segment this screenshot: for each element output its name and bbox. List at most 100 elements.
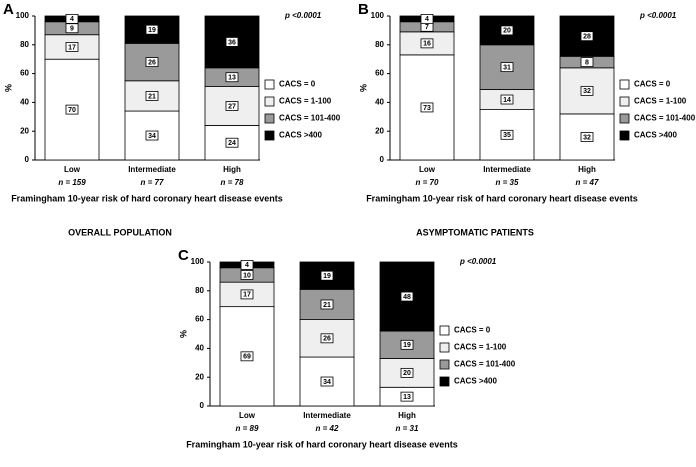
value-label: 31	[503, 64, 511, 71]
x-axis-label: Framingham 10-year risk of hard coronary…	[186, 439, 458, 449]
y-tick-label: 80	[195, 286, 204, 295]
value-label-box	[500, 129, 514, 140]
legend-label: CACS = 0	[454, 326, 491, 335]
y-tick-label: 100	[16, 11, 30, 20]
value-label-box	[500, 94, 514, 105]
value-label-box	[400, 339, 414, 350]
value-label: 4	[425, 16, 429, 23]
legend-swatch	[264, 96, 275, 107]
legend-swatch	[619, 113, 630, 124]
value-label-box	[500, 25, 514, 36]
panel-title: ASYMPTOMATIC PATIENTS	[416, 227, 534, 237]
value-label-box	[65, 13, 79, 24]
x-tick-label: Intermediate	[303, 411, 351, 420]
x-tick-label: High	[578, 165, 596, 174]
value-label: 19	[403, 342, 411, 349]
value-label: 13	[403, 394, 411, 401]
y-tick-label: 20	[375, 126, 384, 135]
value-label-box	[240, 351, 254, 362]
value-label-box	[320, 376, 334, 387]
n-label: n = 89	[236, 424, 259, 433]
value-label: 48	[403, 294, 411, 301]
x-tick-label: Intermediate	[483, 165, 531, 174]
value-label: 10	[243, 272, 251, 279]
value-label: 7	[425, 24, 429, 31]
y-axis-label: %	[178, 330, 188, 338]
legend-label: CACS = 101-400	[279, 114, 341, 123]
value-label: 32	[583, 88, 591, 95]
value-label-box	[580, 85, 594, 96]
p-value: p <0.0001	[459, 257, 497, 266]
n-label: n = 42	[316, 424, 339, 433]
value-label: 34	[323, 379, 331, 386]
value-label: 20	[403, 370, 411, 377]
y-tick-label: 0	[200, 401, 205, 410]
value-label-box	[65, 42, 79, 52]
y-tick-label: 80	[20, 40, 29, 49]
x-tick-label: Low	[64, 165, 81, 174]
y-tick-label: 60	[375, 69, 384, 78]
n-label: n = 77	[141, 178, 164, 187]
value-label: 69	[243, 354, 251, 361]
value-label: 27	[228, 103, 236, 110]
p-value: p <0.0001	[639, 11, 677, 20]
value-label-box	[65, 104, 79, 115]
value-label-box	[580, 57, 594, 67]
legend-label: CACS = 1-100	[279, 97, 332, 106]
legend-label: CACS >400	[279, 131, 322, 140]
n-label: n = 35	[496, 178, 519, 187]
value-label-box	[580, 132, 594, 142]
x-tick-label: Low	[419, 165, 436, 174]
x-axis-label: Framingham 10-year risk of hard coronary…	[11, 193, 283, 203]
value-label-box	[580, 31, 594, 42]
y-tick-label: 40	[20, 98, 29, 107]
x-tick-label: Intermediate	[128, 165, 176, 174]
value-label: 14	[503, 97, 511, 104]
value-label-box	[225, 137, 239, 148]
legend-swatch	[264, 113, 275, 124]
legend-swatch	[619, 79, 630, 90]
value-label: 26	[148, 59, 156, 66]
value-label-box	[500, 62, 514, 73]
x-axis-label: Framingham 10-year risk of hard coronary…	[366, 193, 638, 203]
value-label-box	[240, 289, 254, 300]
value-label-box	[420, 13, 434, 24]
legend-label: CACS >400	[454, 377, 497, 386]
value-label: 19	[148, 27, 156, 34]
value-label-box	[400, 391, 414, 402]
x-tick-label: Low	[239, 411, 256, 420]
panel-label: B	[358, 1, 369, 18]
n-label: n = 70	[416, 178, 439, 187]
legend-swatch	[264, 79, 275, 90]
value-label: 4	[70, 16, 74, 23]
y-tick-label: 20	[195, 372, 204, 381]
value-label-box	[145, 130, 159, 141]
y-tick-label: 0	[380, 155, 385, 164]
legend-swatch	[439, 376, 450, 387]
value-label-box	[225, 101, 239, 111]
value-label: 4	[245, 262, 249, 269]
value-label: 9	[70, 26, 74, 33]
value-label: 34	[148, 133, 156, 140]
n-label: n = 47	[576, 178, 599, 187]
value-label-box	[420, 38, 434, 49]
value-label-box	[145, 57, 159, 67]
y-tick-label: 0	[25, 155, 30, 164]
value-label: 17	[68, 44, 76, 51]
y-tick-label: 80	[375, 40, 384, 49]
n-label: n = 78	[221, 178, 244, 187]
value-label: 73	[423, 105, 431, 112]
value-label-box	[400, 291, 414, 302]
value-label-box	[225, 37, 239, 47]
value-label: 21	[323, 302, 331, 309]
value-label-box	[145, 24, 159, 35]
p-value: p <0.0001	[284, 11, 322, 20]
legend-label: CACS >400	[634, 131, 677, 140]
x-tick-label: High	[398, 411, 416, 420]
legend-label: CACS = 1-100	[454, 343, 507, 352]
panel-title: OVERALL POPULATION	[68, 227, 172, 237]
value-label-box	[225, 72, 239, 83]
y-tick-label: 40	[195, 344, 204, 353]
value-label: 36	[228, 39, 236, 46]
value-label-box	[400, 367, 414, 378]
